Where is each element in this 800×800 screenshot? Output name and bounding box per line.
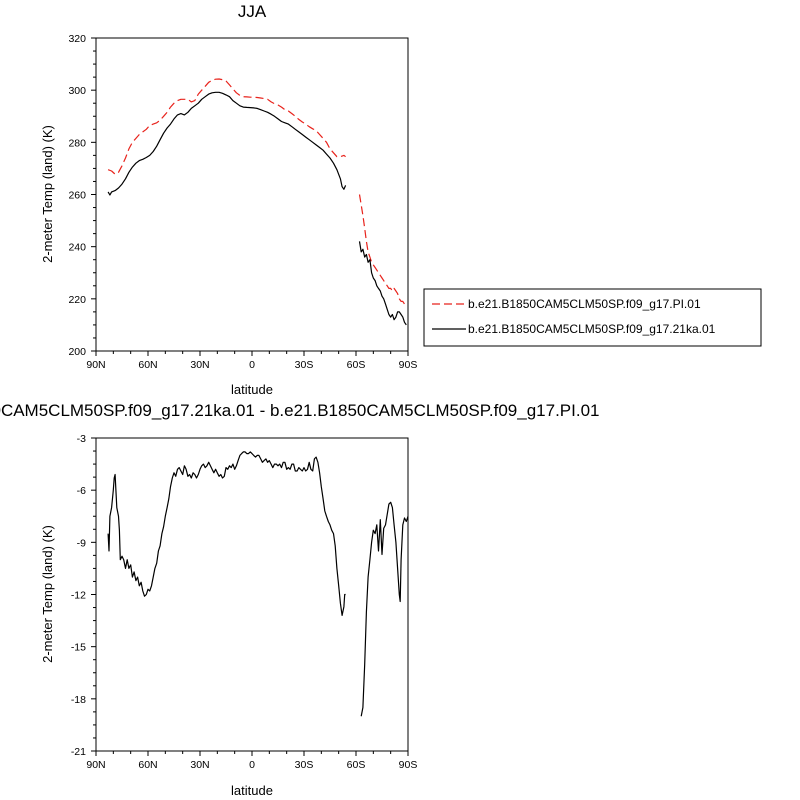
bottom-y-tick-label: -6 <box>77 485 86 497</box>
bottom-y-tick-label: -18 <box>71 694 86 706</box>
bottom-x-tick-label: 30S <box>295 759 314 771</box>
top-x-tick-label: 90N <box>86 359 105 371</box>
bottom-y-axis-label: 2-meter Temp (land) (K) <box>40 525 55 663</box>
bottom-plot-frame <box>95 437 409 752</box>
top-y-tick-label: 300 <box>68 85 86 97</box>
top-x-tick-label: 0 <box>249 359 255 371</box>
bottom-chart-title: b.e21.B1850CAM5CLM50SP.f09_g17.21ka.01 -… <box>0 401 599 420</box>
top-x-axis-label: latitude <box>231 382 273 397</box>
top-series-0-line-segment-0 <box>107 78 346 175</box>
bottom-y-tick-label: -12 <box>71 590 86 602</box>
top-y-tick-label: 280 <box>68 137 86 149</box>
bottom-x-tick-label: 90S <box>399 759 418 771</box>
bottom-x-tick-label: 30N <box>190 759 209 771</box>
top-plot-frame <box>95 37 409 352</box>
top-x-tick-label: 60N <box>138 359 157 371</box>
bottom-y-tick-label: -9 <box>77 537 86 549</box>
top-y-tick-label: 240 <box>68 242 86 254</box>
bottom-series-lines <box>107 451 409 717</box>
legend-label-21ka: b.e21.B1850CAM5CLM50SP.f09_g17.21ka.01 <box>468 322 716 336</box>
top-y-tick-label: 260 <box>68 190 86 202</box>
bottom-x-tick-label: 60N <box>138 759 157 771</box>
bottom-x-tick-label: 90N <box>86 759 105 771</box>
top-x-axis: 90N 60N 30N 0 30S 60S 90S <box>86 351 417 371</box>
bottom-y-tick-label: -3 <box>77 433 86 445</box>
top-x-tick-label: 30N <box>190 359 209 371</box>
top-y-axis: 200 220 240 260 280 300 320 <box>68 33 96 358</box>
bottom-series-0-line-segment-0 <box>107 451 346 617</box>
bottom-x-axis: 90N 60N 30N 0 30S 60S 90S <box>86 751 417 771</box>
bottom-series-0-line-segment-1 <box>360 501 409 717</box>
top-chart-title: JJA <box>238 2 267 21</box>
bottom-x-tick-label: 60S <box>347 759 366 771</box>
top-y-tick-label: 200 <box>68 346 86 358</box>
top-series-0-line-segment-1 <box>358 194 406 305</box>
top-series-1-line-segment-1 <box>358 241 407 326</box>
bottom-y-tick-label: -21 <box>71 746 86 758</box>
top-x-tick-label: 90S <box>399 359 418 371</box>
top-x-tick-label: 60S <box>347 359 366 371</box>
legend-box <box>423 288 762 347</box>
bottom-y-axis: -21 -18 -15 -12 -9 -6 -3 <box>71 433 96 758</box>
top-panel: JJA 90N 60N 30N 0 30S 60S 90S 200 220 240 260 280 3… <box>40 2 417 397</box>
bottom-panel: b.e21.B1850CAM5CLM50SP.f09_g17.21ka.01 -… <box>0 401 599 798</box>
legend: b.e21.B1850CAM5CLM50SP.f09_g17.PI.01 b.e… <box>423 288 762 347</box>
legend-label-pi: b.e21.B1850CAM5CLM50SP.f09_g17.PI.01 <box>468 297 701 311</box>
top-series-lines <box>107 78 407 326</box>
top-x-tick-label: 30S <box>295 359 314 371</box>
top-series-1-line-segment-0 <box>107 91 347 196</box>
top-y-tick-label: 320 <box>68 33 86 45</box>
bottom-x-tick-label: 0 <box>249 759 255 771</box>
bottom-y-tick-label: -15 <box>71 642 86 654</box>
top-y-tick-label: 220 <box>68 294 86 306</box>
bottom-x-axis-label: latitude <box>231 783 273 798</box>
top-y-axis-label: 2-meter Temp (land) (K) <box>40 125 55 263</box>
